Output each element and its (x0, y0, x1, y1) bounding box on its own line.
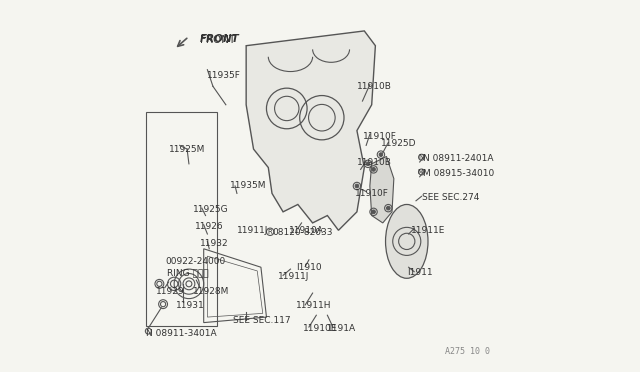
Text: 08120-82033: 08120-82033 (272, 228, 333, 237)
Text: 11910A: 11910A (289, 226, 323, 235)
Circle shape (387, 206, 390, 210)
Text: 11935F: 11935F (207, 71, 241, 80)
Text: FRONT: FRONT (200, 35, 236, 45)
Circle shape (366, 162, 370, 166)
Text: N 08911-3401A: N 08911-3401A (147, 329, 217, 338)
Text: 11929: 11929 (156, 287, 184, 296)
Circle shape (372, 210, 376, 214)
Text: 11925D: 11925D (381, 139, 417, 148)
Text: N: N (418, 154, 424, 160)
Text: R: R (268, 229, 273, 235)
Text: A275 10 0: A275 10 0 (445, 347, 490, 356)
Text: 11931: 11931 (176, 301, 205, 311)
Text: FRONT: FRONT (200, 34, 240, 44)
Text: SEE SEC.117: SEE SEC.117 (233, 316, 291, 325)
Polygon shape (246, 31, 376, 230)
Text: 11911J: 11911J (278, 272, 309, 281)
Ellipse shape (385, 205, 428, 278)
Text: M 08915-34010: M 08915-34010 (424, 169, 495, 177)
Text: 11911J: 11911J (237, 226, 268, 235)
Circle shape (372, 167, 376, 171)
Text: 11911H: 11911H (296, 301, 332, 311)
Text: 11925M: 11925M (168, 145, 205, 154)
Text: M: M (418, 169, 424, 175)
Text: 11925G: 11925G (193, 205, 228, 215)
FancyBboxPatch shape (147, 112, 216, 326)
Circle shape (379, 153, 383, 157)
Text: N 08911-2401A: N 08911-2401A (424, 154, 494, 163)
Text: I1911: I1911 (407, 268, 433, 277)
Text: 11926: 11926 (195, 222, 223, 231)
Text: 11928M: 11928M (193, 287, 229, 296)
Text: 11935M: 11935M (230, 182, 266, 190)
Circle shape (355, 184, 359, 188)
Text: 1191A: 1191A (328, 324, 356, 333)
Text: 11910F: 11910F (362, 132, 396, 141)
Text: 11910F: 11910F (355, 189, 389, 198)
Text: 11932: 11932 (200, 239, 228, 248)
Text: RING リング: RING リング (167, 268, 209, 277)
Text: I1910: I1910 (296, 263, 322, 272)
Text: 11910B: 11910B (357, 157, 392, 167)
Text: 11911E: 11911E (410, 226, 445, 235)
Text: 11910E: 11910E (303, 324, 338, 333)
Text: 11910B: 11910B (357, 82, 392, 91)
Text: 00922-24000: 00922-24000 (165, 257, 225, 266)
Text: SEE SEC.274: SEE SEC.274 (422, 193, 479, 202)
Polygon shape (370, 157, 394, 223)
